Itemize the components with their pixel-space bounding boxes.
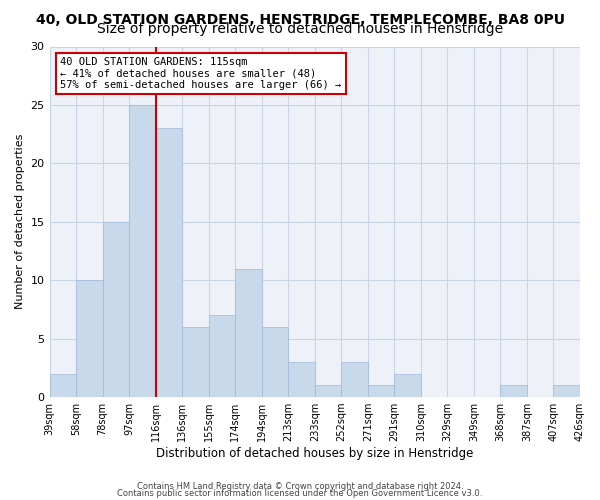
Y-axis label: Number of detached properties: Number of detached properties [15, 134, 25, 310]
Bar [341, 362, 368, 397]
Bar [209, 316, 235, 397]
Text: Contains public sector information licensed under the Open Government Licence v3: Contains public sector information licen… [118, 489, 482, 498]
Text: 40, OLD STATION GARDENS, HENSTRIDGE, TEMPLECOMBE, BA8 0PU: 40, OLD STATION GARDENS, HENSTRIDGE, TEM… [35, 12, 565, 26]
Bar [315, 386, 341, 397]
Bar [50, 374, 76, 397]
Text: Size of property relative to detached houses in Henstridge: Size of property relative to detached ho… [97, 22, 503, 36]
Bar [500, 386, 527, 397]
Bar [235, 268, 262, 397]
Text: Contains HM Land Registry data © Crown copyright and database right 2024.: Contains HM Land Registry data © Crown c… [137, 482, 463, 491]
Bar [553, 386, 580, 397]
Bar [76, 280, 103, 397]
Bar [394, 374, 421, 397]
Bar [103, 222, 129, 397]
X-axis label: Distribution of detached houses by size in Henstridge: Distribution of detached houses by size … [156, 447, 473, 460]
Bar [129, 105, 155, 397]
Bar [155, 128, 182, 397]
Bar [182, 327, 209, 397]
Bar [368, 386, 394, 397]
Text: 40 OLD STATION GARDENS: 115sqm
← 41% of detached houses are smaller (48)
57% of : 40 OLD STATION GARDENS: 115sqm ← 41% of … [60, 57, 341, 90]
Bar [288, 362, 315, 397]
Bar [262, 327, 288, 397]
